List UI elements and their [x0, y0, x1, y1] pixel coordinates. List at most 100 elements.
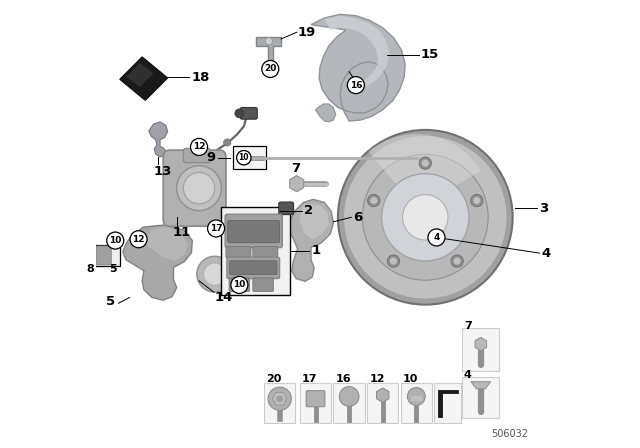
Polygon shape — [289, 199, 333, 281]
Text: 5: 5 — [106, 295, 115, 309]
Circle shape — [390, 258, 397, 265]
Text: 14: 14 — [215, 291, 233, 304]
Polygon shape — [471, 382, 491, 389]
FancyBboxPatch shape — [240, 108, 257, 119]
Text: 10: 10 — [109, 236, 122, 245]
Text: 16: 16 — [336, 374, 351, 383]
Circle shape — [422, 159, 429, 167]
Circle shape — [237, 151, 251, 165]
Circle shape — [367, 194, 380, 207]
Polygon shape — [123, 225, 193, 300]
Bar — [233, 146, 266, 169]
Circle shape — [348, 77, 364, 94]
Circle shape — [371, 197, 377, 204]
FancyBboxPatch shape — [226, 246, 251, 258]
Text: 12: 12 — [132, 235, 145, 244]
Circle shape — [276, 395, 284, 402]
FancyBboxPatch shape — [163, 150, 226, 226]
Circle shape — [339, 387, 359, 406]
Circle shape — [338, 130, 513, 305]
Bar — [264, 383, 296, 423]
Bar — [435, 383, 461, 423]
Polygon shape — [257, 37, 281, 64]
Circle shape — [235, 109, 244, 118]
Text: 5: 5 — [109, 264, 117, 274]
Circle shape — [262, 60, 279, 78]
Bar — [300, 383, 332, 423]
Circle shape — [268, 387, 291, 410]
Bar — [94, 245, 120, 266]
FancyBboxPatch shape — [184, 148, 210, 163]
Bar — [463, 328, 499, 371]
Polygon shape — [143, 227, 188, 261]
Polygon shape — [120, 57, 168, 100]
Circle shape — [224, 139, 231, 146]
Text: 10: 10 — [233, 280, 246, 289]
Text: 17: 17 — [302, 374, 317, 383]
Text: 10: 10 — [403, 374, 419, 383]
Circle shape — [344, 136, 506, 298]
Polygon shape — [324, 16, 389, 86]
Circle shape — [107, 232, 124, 249]
Text: 4: 4 — [541, 246, 551, 260]
Text: 2: 2 — [305, 204, 314, 217]
FancyBboxPatch shape — [253, 246, 278, 258]
Bar — [333, 383, 365, 423]
Circle shape — [177, 166, 221, 211]
FancyBboxPatch shape — [279, 202, 294, 215]
Circle shape — [237, 151, 251, 165]
Text: 19: 19 — [298, 26, 316, 39]
Circle shape — [403, 194, 448, 240]
Text: 17: 17 — [210, 224, 222, 233]
Polygon shape — [127, 63, 154, 87]
Text: 11: 11 — [173, 225, 191, 239]
Polygon shape — [290, 176, 304, 192]
Circle shape — [387, 255, 399, 267]
FancyBboxPatch shape — [225, 214, 282, 248]
Circle shape — [470, 194, 483, 207]
FancyBboxPatch shape — [230, 261, 277, 275]
Text: 6: 6 — [353, 211, 363, 224]
Text: 4: 4 — [464, 370, 472, 380]
Wedge shape — [369, 134, 481, 208]
Circle shape — [266, 38, 273, 45]
Bar — [463, 377, 499, 418]
Circle shape — [362, 155, 488, 280]
Text: 9: 9 — [207, 151, 216, 164]
Circle shape — [197, 256, 233, 292]
Polygon shape — [300, 204, 329, 240]
FancyBboxPatch shape — [96, 246, 111, 265]
Text: 3: 3 — [540, 202, 548, 215]
Bar — [411, 396, 422, 401]
Text: 10: 10 — [239, 153, 249, 162]
Bar — [401, 383, 432, 423]
Polygon shape — [316, 104, 336, 122]
FancyBboxPatch shape — [306, 391, 325, 407]
Text: 7: 7 — [464, 321, 472, 331]
Circle shape — [454, 258, 461, 265]
Circle shape — [451, 255, 463, 267]
Circle shape — [408, 388, 426, 405]
Polygon shape — [376, 388, 389, 402]
Text: 12: 12 — [369, 374, 385, 383]
Text: 506032: 506032 — [492, 429, 529, 439]
Text: 20: 20 — [266, 374, 282, 383]
Text: 1: 1 — [312, 244, 321, 258]
Polygon shape — [311, 14, 405, 121]
Bar — [367, 383, 398, 423]
Text: 18: 18 — [191, 70, 210, 84]
Circle shape — [231, 276, 248, 293]
Polygon shape — [149, 122, 168, 157]
FancyBboxPatch shape — [229, 278, 250, 292]
Circle shape — [207, 220, 225, 237]
Circle shape — [191, 138, 207, 155]
Bar — [221, 207, 290, 295]
Text: 4: 4 — [433, 233, 440, 242]
FancyBboxPatch shape — [227, 257, 280, 279]
Polygon shape — [273, 392, 287, 405]
Polygon shape — [438, 390, 458, 417]
FancyBboxPatch shape — [228, 220, 280, 243]
Text: 20: 20 — [264, 65, 276, 73]
Polygon shape — [264, 64, 276, 73]
Text: 8: 8 — [86, 264, 94, 274]
